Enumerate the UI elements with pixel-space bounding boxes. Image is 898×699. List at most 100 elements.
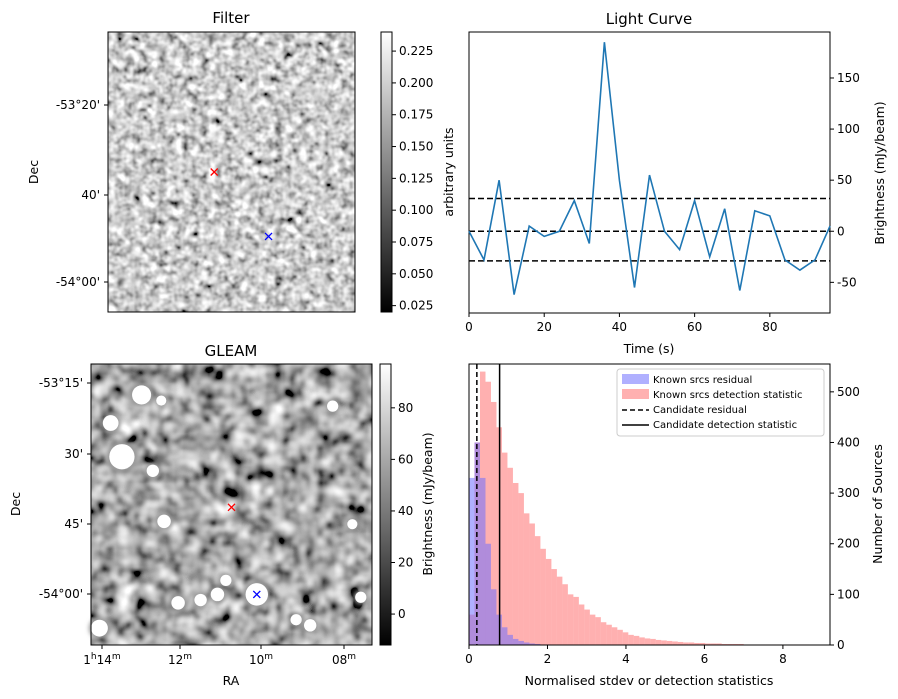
gleam-colorbar-tick-label: 0 bbox=[398, 607, 406, 621]
legend-box bbox=[616, 368, 825, 437]
filter-colorbar-tick-label: 0.125 bbox=[399, 171, 433, 185]
histogram-bar-detection bbox=[512, 482, 519, 645]
histogram-bar-detection bbox=[672, 641, 678, 645]
histogram-bar-detection bbox=[578, 604, 585, 645]
histogram-y-tick-label: 100 bbox=[837, 587, 860, 601]
histogram-bar-detection bbox=[705, 643, 711, 645]
gleam-panel: GLEAM -53°15'30'45'-54°00' 1h14m 12m 10m 08… bbox=[8, 342, 435, 688]
lightcurve-y-tick-label: 50 bbox=[837, 173, 852, 187]
filter-y-tick-label: 40' bbox=[81, 188, 100, 202]
histogram-candidate-lines bbox=[476, 364, 501, 645]
histogram-bar-detection bbox=[738, 643, 744, 645]
histogram-y-tick-label: 400 bbox=[837, 435, 860, 449]
gleam-marker-red bbox=[227, 503, 236, 512]
lightcurve-title: Light Curve bbox=[606, 10, 692, 28]
histogram-bar-detection bbox=[661, 640, 667, 645]
lightcurve-x-ticks: 0 20 40 60 80 bbox=[465, 313, 777, 334]
histogram-x-ticks: 0 2 4 6 8 bbox=[465, 645, 787, 666]
lightcurve-x-tick-label: 80 bbox=[762, 320, 777, 334]
histogram-bar-residual bbox=[485, 543, 491, 645]
histogram-bar-residual bbox=[501, 627, 508, 645]
histogram-bar-detection bbox=[655, 639, 662, 645]
histogram-x-tick-label: 8 bbox=[779, 652, 787, 666]
histogram-bar-detection bbox=[562, 584, 568, 645]
histogram-bar-residual bbox=[507, 634, 513, 645]
histogram-bar-detection bbox=[534, 536, 541, 645]
histogram-axes-frame bbox=[468, 363, 831, 646]
filter-colorbar-tick-label: 0.150 bbox=[399, 140, 433, 154]
gleam-colorbar-ticks: 80 60 40 20 0 bbox=[391, 401, 413, 621]
filter-title: Filter bbox=[212, 9, 250, 27]
gleam-source bbox=[91, 619, 108, 637]
gleam-source bbox=[303, 619, 317, 632]
lightcurve-line bbox=[468, 42, 831, 295]
gleam-source bbox=[220, 574, 232, 586]
histogram-x-tick-label: 4 bbox=[622, 652, 630, 666]
gleam-y-tick-label: -53°15' bbox=[39, 376, 83, 390]
histogram-bar-residual bbox=[518, 640, 524, 645]
gleam-source bbox=[194, 593, 207, 607]
filter-y-tick-label: -53°20' bbox=[56, 98, 100, 112]
histogram-bar-detection bbox=[556, 576, 563, 645]
histogram-x-tick-label: 2 bbox=[544, 652, 552, 666]
histogram-bar-detection bbox=[694, 642, 700, 645]
histogram-bar-detection bbox=[501, 452, 508, 645]
lightcurve-y-ticks: -50 0 50 100 150 bbox=[830, 71, 860, 289]
gleam-colorbar-tick-label: 60 bbox=[398, 452, 413, 466]
gleam-colorbar-tick-label: 80 bbox=[398, 401, 413, 415]
histogram-bar-detection bbox=[639, 637, 645, 645]
histogram-bar-detection bbox=[650, 638, 656, 645]
histogram-bar-detection bbox=[606, 624, 612, 645]
histogram-bar-detection bbox=[622, 632, 629, 645]
filter-colorbar-tick-label: 0.075 bbox=[399, 235, 433, 249]
lightcurve-y-label: Brightness (mJy/beam) bbox=[872, 101, 887, 244]
lightcurve-series bbox=[468, 42, 831, 295]
histogram-y-tick-label: 0 bbox=[837, 638, 845, 652]
histogram-bar-detection bbox=[595, 617, 601, 645]
filter-colorbar-tick-label: 0.200 bbox=[399, 76, 433, 90]
lightcurve-y-tick-label: 0 bbox=[837, 224, 845, 238]
histogram-bar-residual bbox=[529, 643, 535, 645]
histogram-bar-detection bbox=[584, 609, 590, 645]
histogram-bar-detection bbox=[540, 548, 546, 645]
gleam-image-frame bbox=[90, 363, 373, 646]
histogram-bar-detection bbox=[732, 643, 739, 645]
gleam-colorbar bbox=[379, 363, 392, 646]
gleam-source bbox=[146, 464, 160, 477]
lightcurve-x-tick-label: 60 bbox=[687, 320, 702, 334]
histogram-x-tick-label: 6 bbox=[701, 652, 709, 666]
histogram-bar-residual bbox=[534, 643, 541, 645]
filter-colorbar-tick-label: 0.100 bbox=[399, 203, 433, 217]
lightcurve-x-tick-label: 0 bbox=[465, 320, 473, 334]
filter-image-frame bbox=[107, 31, 356, 313]
gleam-source bbox=[156, 395, 167, 406]
gleam-title: GLEAM bbox=[205, 342, 258, 360]
histogram-bar-detection bbox=[518, 493, 524, 645]
gleam-x-tick-label: 12m bbox=[168, 652, 192, 667]
histogram-bar-detection bbox=[490, 401, 497, 645]
filter-colorbar bbox=[380, 31, 393, 313]
gleam-source bbox=[347, 519, 358, 530]
gleam-colorbar-tick-label: 40 bbox=[398, 504, 413, 518]
histogram-bar-detection bbox=[507, 467, 513, 645]
histogram-bar-detection bbox=[633, 635, 640, 645]
gleam-x-tick-label: 08m bbox=[332, 652, 356, 667]
filter-y-tick-label: -54°00' bbox=[56, 275, 100, 289]
histogram-bar-detection bbox=[666, 640, 673, 645]
histogram-y-label: Number of Sources bbox=[870, 444, 885, 564]
filter-colorbar-tick-label: 0.050 bbox=[399, 267, 433, 281]
legend-swatch-detection bbox=[622, 389, 649, 399]
histogram-bar-detection bbox=[727, 643, 733, 645]
lightcurve-y-tick-label: 150 bbox=[837, 71, 860, 85]
histogram-bar-detection bbox=[545, 558, 552, 645]
histogram-x-label: Normalised stdev or detection statistics bbox=[525, 673, 774, 688]
histogram-legend: Known srcs residual Known srcs detection… bbox=[616, 368, 825, 437]
filter-colorbar-tick-label: 0.175 bbox=[399, 108, 433, 122]
lightcurve-y-tick-label: 100 bbox=[837, 122, 860, 136]
histogram-bar-detection bbox=[644, 638, 651, 645]
gleam-x-ticks: 1h14m 12m 10m 08m bbox=[83, 645, 356, 667]
histogram-bar-detection bbox=[551, 569, 557, 645]
lightcurve-threshold-lines bbox=[469, 197, 830, 262]
histogram-bar-detection bbox=[710, 643, 717, 645]
filter-y-label: Dec bbox=[26, 160, 41, 184]
